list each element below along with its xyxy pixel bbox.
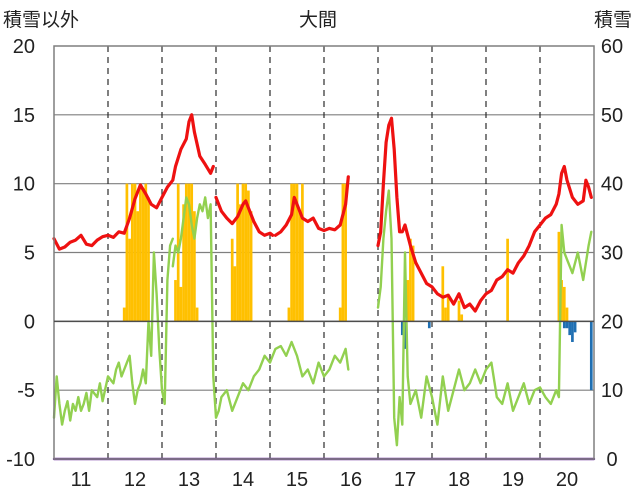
- bar: [174, 280, 177, 322]
- x-tick: 19: [502, 469, 524, 491]
- bar: [233, 266, 237, 322]
- y-tick-right: 30: [601, 243, 623, 265]
- bar: [147, 197, 150, 322]
- bar: [446, 293, 450, 322]
- y-tick-left: 0: [24, 311, 35, 333]
- x-tick: 16: [340, 469, 362, 491]
- y-tick-left: -5: [17, 380, 35, 402]
- bar: [406, 280, 410, 322]
- y-tick-left: 15: [13, 105, 35, 127]
- bar: [571, 321, 574, 342]
- bar: [241, 183, 245, 322]
- bar: [122, 307, 126, 322]
- series-line: [376, 189, 593, 447]
- series-line: [171, 196, 350, 419]
- y-tick-right: 50: [601, 105, 623, 127]
- chart-ylabel-right: 積雪: [594, 9, 632, 31]
- bar: [460, 314, 464, 322]
- bar: [290, 183, 293, 322]
- bar: [409, 238, 412, 322]
- y-ticks-left: 20 15 10 5 0 -5 -10: [6, 36, 35, 471]
- bar: [403, 321, 407, 349]
- bar: [287, 307, 291, 322]
- bar: [338, 307, 342, 322]
- bar: [568, 321, 572, 336]
- chart-ylabel-left: 積雪以外: [3, 9, 79, 31]
- bar: [400, 321, 404, 336]
- bar: [182, 204, 185, 322]
- x-tick: 13: [178, 469, 200, 491]
- bar: [298, 211, 302, 322]
- bar: [562, 286, 566, 322]
- x-tick: 11: [71, 469, 92, 491]
- bar: [427, 321, 431, 329]
- x-tick: 17: [394, 469, 416, 491]
- y-tick-right: 40: [601, 174, 623, 196]
- bars: [122, 183, 593, 391]
- bar: [562, 321, 566, 329]
- bar: [195, 307, 199, 322]
- bar: [506, 238, 509, 322]
- bar: [301, 183, 304, 322]
- x-tick: 20: [556, 469, 578, 491]
- plot-border: [53, 45, 595, 460]
- bar: [139, 183, 142, 322]
- series-line: [52, 237, 175, 426]
- bar: [565, 307, 569, 322]
- bar: [133, 183, 137, 322]
- bar: [247, 190, 250, 322]
- y-tick-left: 5: [24, 243, 35, 265]
- bar: [141, 190, 145, 322]
- bar: [230, 238, 234, 322]
- y-ticks-right: 60 50 40 30 20 10 0: [601, 36, 623, 471]
- x-tick: 12: [124, 469, 146, 491]
- bar: [295, 183, 299, 322]
- y-tick-right: 0: [606, 449, 617, 471]
- bar: [144, 183, 148, 322]
- bar: [244, 183, 248, 322]
- bar: [444, 307, 447, 322]
- bar: [236, 183, 239, 322]
- x-ticks: 11 12 13 14 15 16 17 18 19 20: [71, 469, 579, 491]
- bar: [557, 231, 561, 322]
- bar: [125, 183, 129, 322]
- bar: [187, 183, 191, 322]
- bar: [344, 183, 347, 322]
- bar: [190, 183, 194, 322]
- bar: [193, 211, 196, 322]
- bar: [589, 321, 593, 391]
- bar: [238, 204, 242, 322]
- x-tick: 15: [286, 469, 308, 491]
- y-tick-right: 10: [601, 380, 623, 402]
- bar: [457, 300, 461, 322]
- bar: [249, 211, 253, 322]
- bar: [341, 183, 345, 322]
- y-tick-left: -10: [6, 449, 35, 471]
- y-tick-left: 10: [13, 174, 35, 196]
- bar: [184, 183, 188, 322]
- bar: [565, 321, 569, 329]
- series-line: [376, 116, 593, 313]
- bar: [573, 321, 577, 333]
- bar: [130, 183, 134, 322]
- series-line: [273, 175, 350, 237]
- x-tick: 14: [232, 469, 254, 491]
- bar: [411, 245, 415, 322]
- series-line: [52, 113, 215, 251]
- bar: [179, 286, 183, 322]
- bar: [136, 211, 140, 322]
- y-tick-left: 20: [13, 36, 35, 58]
- bar: [441, 266, 445, 322]
- y-tick-right: 20: [601, 311, 623, 333]
- bar: [128, 238, 131, 322]
- series-line: [214, 195, 275, 237]
- bar: [292, 183, 296, 322]
- y-tick-right: 60: [601, 36, 623, 58]
- plot-frame: [53, 45, 595, 460]
- chart-title: 大間: [299, 9, 337, 31]
- x-tick: 18: [448, 469, 470, 491]
